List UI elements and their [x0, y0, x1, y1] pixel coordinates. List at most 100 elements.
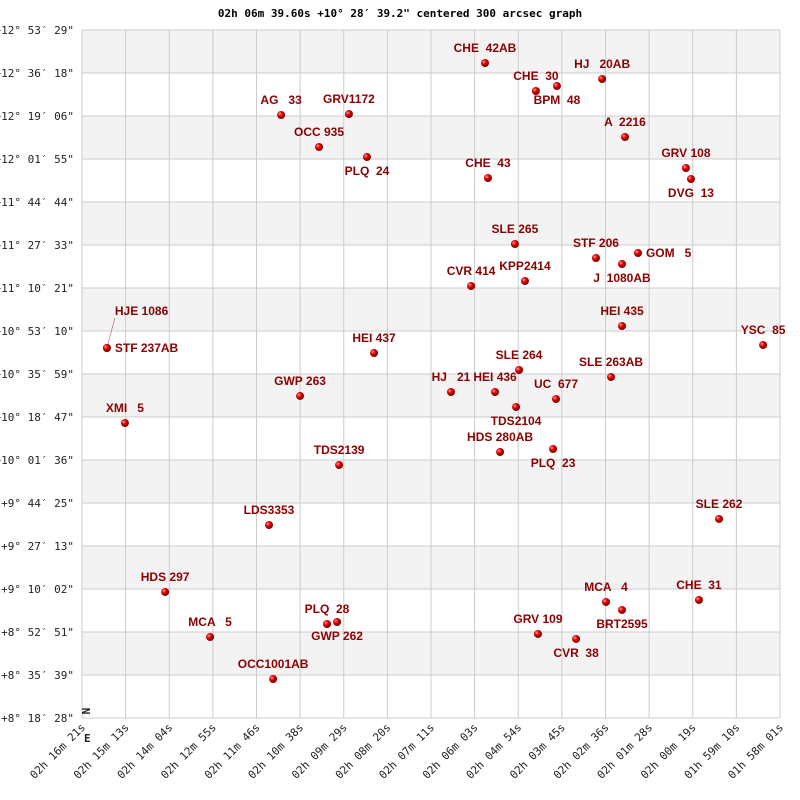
star-point: GOM 5 [633, 246, 692, 260]
star-label: HDS 280AB [467, 430, 533, 444]
y-axis-ticks: +12° 53′ 29" +12° 36′ 18" +12° 19′ 06" +12°… [0, 24, 74, 725]
star-point: UC 677 [534, 377, 578, 403]
star-point: SLE 263AB [579, 355, 643, 381]
star-label: UC 677 [534, 377, 578, 391]
star-point: PLQ 24 [345, 152, 390, 178]
star-marker [120, 418, 129, 427]
star-marker [296, 391, 305, 400]
star-point: OCC1001AB [238, 657, 309, 683]
y-tick-label: +9° 27′ 13" [1, 540, 74, 553]
star-points: CHE 42AB CHE 30 BPM 48 HJ 20AB AG 33 GRV1172 O… [102, 41, 786, 683]
chart-title: 02h 06m 39.60s +10° 28′ 39.2" centered 3… [218, 7, 582, 20]
star-point: CHE 31 [676, 578, 722, 604]
y-tick-label: +10° 35′ 59" [0, 368, 74, 381]
y-tick-label: +10° 18′ 47" [0, 411, 74, 424]
star-point: MCA 5 [188, 615, 232, 641]
star-point: HEI 436 [473, 370, 517, 396]
star-marker [602, 597, 611, 606]
star-label: CHE 31 [676, 578, 722, 592]
star-point: PLQ 28 [305, 602, 350, 628]
star-label: CHE 43 [465, 156, 511, 170]
star-marker [480, 58, 489, 67]
star-label: STF 237AB [115, 341, 179, 355]
label-leader-line [106, 317, 116, 349]
star-point: HDS 280AB [467, 430, 533, 456]
star-label: HJE 1086 [115, 304, 169, 318]
star-point: XMI 5 [106, 401, 144, 427]
star-point: KPP2414 [499, 259, 551, 285]
star-marker [446, 387, 455, 396]
star-marker [265, 520, 274, 529]
y-tick-label: +9° 10′ 02" [1, 583, 74, 596]
star-label: CHE 30 [513, 69, 559, 83]
star-marker [715, 514, 724, 523]
star-label: SLE 265 [492, 222, 539, 236]
star-marker [552, 81, 561, 90]
star-label: GRV 108 [661, 146, 710, 160]
star-point: SLE 264 [496, 348, 543, 374]
star-label: HEI 436 [473, 370, 517, 384]
star-marker [483, 173, 492, 182]
star-marker [549, 444, 558, 453]
y-tick-label: +12° 01′ 55" [0, 153, 74, 166]
star-marker [531, 87, 540, 96]
y-tick-label: +12° 36′ 18" [0, 67, 74, 80]
star-marker [322, 619, 331, 628]
star-marker [591, 253, 600, 262]
star-label: OCC 935 [294, 125, 344, 139]
star-label: GOM 5 [646, 246, 692, 260]
star-marker [520, 276, 529, 285]
star-label: HDS 297 [141, 570, 190, 584]
star-point: SLE 265 [492, 222, 539, 248]
star-point: YSC 85 [741, 323, 786, 349]
y-tick-label: +12° 19′ 06" [0, 110, 74, 123]
star-label: MCA 5 [188, 615, 232, 629]
star-marker [686, 174, 695, 183]
y-tick-label: +8° 52′ 51" [1, 626, 74, 639]
star-point: HDS 297 [141, 570, 190, 596]
star-marker [617, 321, 626, 330]
star-point: CVR 414 [447, 264, 496, 290]
star-label: GRV1172 [323, 92, 375, 106]
y-tick-label: +8° 18′ 28" [1, 712, 74, 725]
star-point: LDS3353 [244, 503, 295, 529]
star-point: BPM 48 [534, 81, 581, 107]
compass-north: N [80, 708, 93, 715]
star-label: CHE 42AB [454, 41, 517, 55]
star-marker [598, 74, 607, 83]
star-label: SLE 263AB [579, 355, 643, 369]
star-marker [315, 142, 324, 151]
star-marker [102, 343, 111, 352]
star-marker [335, 460, 344, 469]
y-tick-label: +11° 27′ 33" [0, 239, 74, 252]
star-marker [269, 674, 278, 683]
star-label: CVR 38 [553, 646, 599, 660]
star-point: TDS2104 [491, 402, 542, 428]
star-marker [161, 587, 170, 596]
star-label: AG 33 [260, 93, 302, 107]
star-label: TDS2139 [314, 443, 365, 457]
star-label: HEI 437 [352, 331, 396, 345]
star-point: AG 33 [260, 93, 302, 119]
star-label: BRT2595 [596, 617, 648, 631]
star-marker [277, 110, 286, 119]
y-tick-label: +10° 53′ 10" [0, 325, 74, 338]
star-marker [206, 632, 215, 641]
star-label: STF 206 [573, 236, 619, 250]
star-point: BRT2595 [596, 605, 648, 631]
star-point: CVR 38 [553, 634, 599, 660]
star-label: TDS2104 [491, 414, 542, 428]
star-label: PLQ 28 [305, 602, 350, 616]
star-marker [607, 372, 616, 381]
star-marker [633, 248, 642, 257]
star-marker [467, 281, 476, 290]
star-point: GWP 263 [274, 374, 326, 400]
star-marker [552, 394, 561, 403]
star-marker [512, 402, 521, 411]
star-label: OCC1001AB [238, 657, 309, 671]
y-tick-label: +8° 35′ 39" [1, 669, 74, 682]
star-label: LDS3353 [244, 503, 295, 517]
star-label: KPP2414 [499, 259, 551, 273]
